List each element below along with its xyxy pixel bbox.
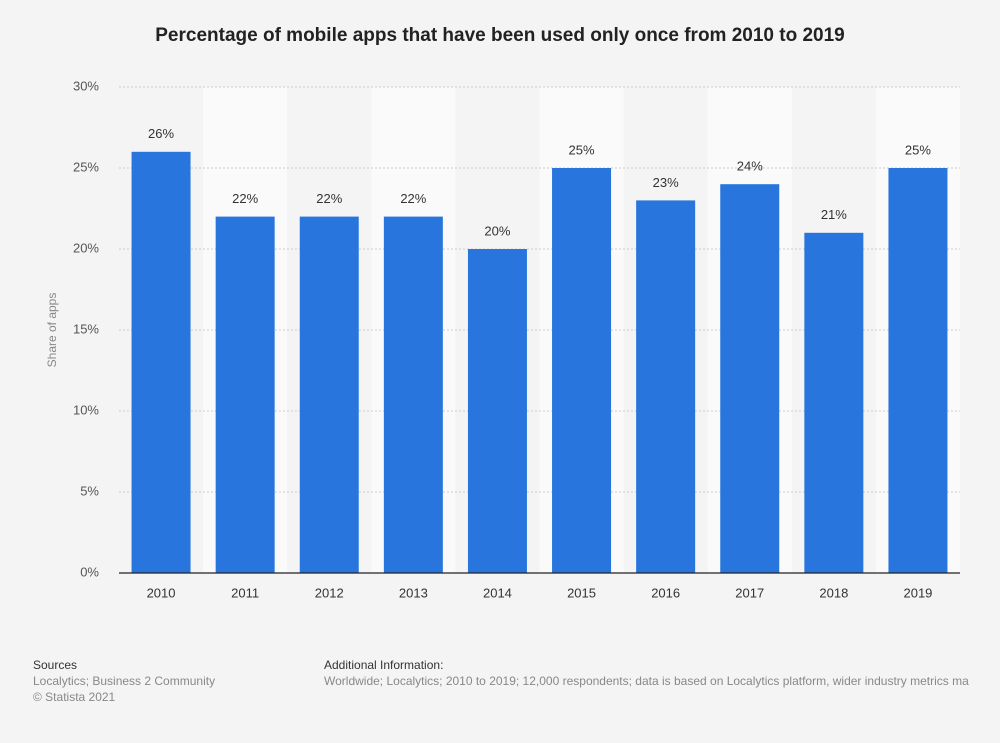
chart-title: Percentage of mobile apps that have been… xyxy=(155,25,845,46)
bar xyxy=(383,216,443,573)
info-title: Additional Information: xyxy=(324,658,444,672)
x-tick-label: 2018 xyxy=(819,585,848,600)
chart: Percentage of mobile apps that have been… xyxy=(45,25,960,600)
value-label: 24% xyxy=(737,159,763,174)
x-tick-label: 2010 xyxy=(147,585,176,600)
y-tick-label: 15% xyxy=(73,321,99,336)
y-tick-label: 25% xyxy=(73,159,99,174)
y-tick-label: 5% xyxy=(80,483,99,498)
additional-info: Additional Information: Worldwide; Local… xyxy=(324,657,1000,689)
x-tick-label: 2019 xyxy=(903,585,932,600)
sources-text: Localytics; Business 2 Community xyxy=(33,674,216,688)
bar xyxy=(467,249,527,573)
sources-title: Sources xyxy=(33,658,78,672)
value-label: 23% xyxy=(653,175,679,190)
value-label: 22% xyxy=(316,191,342,206)
value-label: 22% xyxy=(232,191,258,206)
info-text: Worldwide; Localytics; 2010 to 2019; 12,… xyxy=(324,674,969,688)
x-tick-label: 2011 xyxy=(231,585,259,600)
sources: Sources Localytics; Business 2 Community… xyxy=(33,657,215,705)
x-tick-label: 2013 xyxy=(399,585,428,600)
bar xyxy=(299,216,359,573)
bar xyxy=(804,232,864,574)
value-label: 25% xyxy=(569,142,595,157)
x-tick-label: 2015 xyxy=(567,585,596,600)
value-label: 21% xyxy=(821,207,847,222)
bar xyxy=(552,168,612,573)
y-tick-label: 0% xyxy=(80,564,99,579)
y-tick-label: 30% xyxy=(73,78,99,93)
bar xyxy=(720,184,780,573)
x-tick-label: 2014 xyxy=(483,585,512,600)
bar xyxy=(131,151,191,574)
value-label: 25% xyxy=(905,142,931,157)
bar xyxy=(636,200,696,573)
x-tick-label: 2016 xyxy=(651,585,680,600)
value-label: 26% xyxy=(148,126,174,141)
bar xyxy=(215,216,275,573)
x-tick-label: 2012 xyxy=(315,585,344,600)
y-axis-label: Share of apps xyxy=(45,293,59,368)
y-tick-label: 20% xyxy=(73,240,99,255)
copyright: © Statista 2021 xyxy=(33,690,116,704)
value-label: 20% xyxy=(484,223,510,238)
bar xyxy=(888,168,948,573)
y-tick-label: 10% xyxy=(73,402,99,417)
x-tick-label: 2017 xyxy=(735,585,764,600)
value-label: 22% xyxy=(400,191,426,206)
